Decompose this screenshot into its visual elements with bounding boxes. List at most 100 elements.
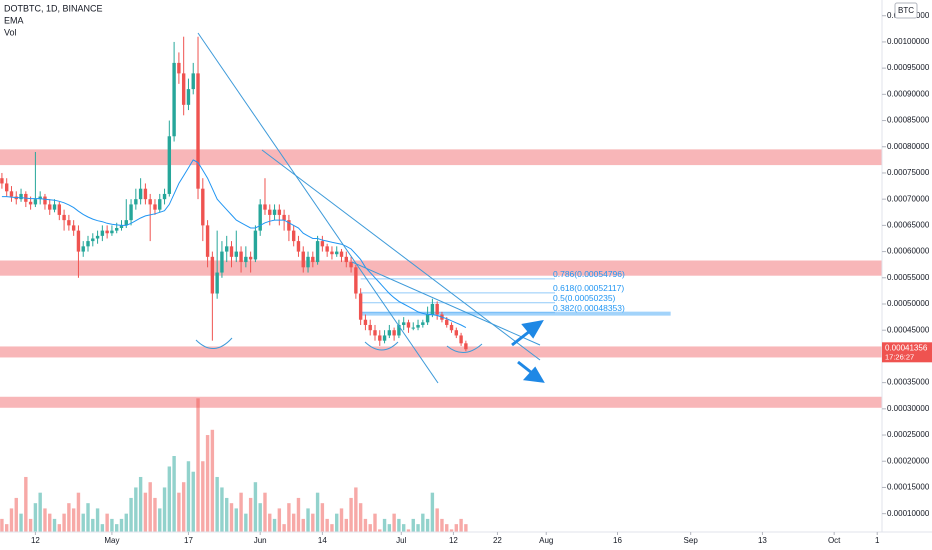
volume-bar: [14, 497, 18, 532]
x-tick-label: 12: [449, 536, 458, 545]
candle-body: [196, 73, 200, 189]
candle-body: [201, 188, 205, 226]
arc: [195, 337, 233, 349]
volume-bar: [205, 435, 210, 532]
candle-body: [91, 238, 95, 242]
arrow-down: [517, 360, 533, 375]
candle-body: [172, 62, 176, 137]
last-price-box: [882, 342, 932, 363]
volume-bar: [110, 518, 114, 532]
volume-bar: [105, 513, 109, 532]
volume-bar: [62, 513, 66, 532]
candle-body: [95, 235, 100, 239]
candle-body: [421, 322, 425, 325]
candle-body: [425, 314, 430, 323]
x-tick-label: 13: [758, 536, 767, 545]
trend-line: [351, 261, 541, 346]
candle-body: [134, 199, 138, 205]
trend-line: [197, 32, 439, 384]
volume-bar: [320, 503, 325, 532]
y-tick-label: 0.00055000: [887, 273, 930, 282]
volume-bar: [244, 513, 248, 532]
volume-bar: [368, 524, 372, 532]
currency-label[interactable]: BTC: [898, 6, 914, 15]
candle-body: [277, 209, 282, 215]
volume-bar: [181, 482, 186, 532]
currency-box[interactable]: [894, 2, 918, 19]
volume-bar: [0, 518, 4, 532]
x-tick-label: 16: [613, 536, 622, 545]
candle-body: [177, 62, 181, 74]
candle-body: [445, 319, 449, 325]
candle-body: [416, 324, 420, 328]
candle-body: [100, 230, 105, 236]
chart-title: DOTBTC, 1D, BINANCE: [4, 3, 103, 13]
y-tick-label: 0.00080000: [887, 142, 930, 151]
volume-bar: [239, 492, 243, 532]
volume-bar: [445, 524, 449, 532]
volume-bar: [263, 492, 267, 532]
volume-bar: [387, 524, 392, 532]
candle-body: [335, 251, 339, 255]
volume-bar: [196, 398, 200, 532]
arc: [446, 343, 483, 353]
volume-bar: [191, 471, 195, 532]
candle-body: [244, 256, 248, 263]
candle-body: [320, 241, 325, 247]
y-tick-label: 0.00045000: [887, 325, 930, 334]
candle-body: [71, 225, 76, 231]
candle-body: [287, 220, 291, 231]
volume-bar: [28, 518, 33, 532]
candle-body: [220, 251, 224, 273]
volume-bar: [71, 508, 76, 532]
volume-bar: [287, 503, 291, 532]
candle-body: [52, 204, 57, 210]
volume-bar: [464, 524, 468, 532]
volume-bar: [119, 518, 124, 532]
volume-bar: [325, 518, 329, 532]
candle-body: [464, 343, 468, 350]
candle-body: [306, 256, 310, 268]
candle-body: [459, 335, 463, 344]
candle-body: [86, 241, 90, 247]
x-tick-label: Oct: [828, 536, 841, 545]
candle-body: [339, 251, 344, 257]
candle-body: [435, 304, 439, 315]
candle-body: [272, 209, 277, 215]
candle-body: [406, 322, 411, 328]
volume-bar: [67, 503, 71, 532]
volume-bar: [19, 513, 23, 532]
volume-bar: [449, 529, 454, 532]
candle-body: [4, 183, 9, 192]
volume-bar: [100, 524, 105, 532]
candle-body: [330, 251, 334, 255]
x-tick-label: Sep: [684, 536, 699, 545]
candle-body: [57, 204, 62, 215]
price-axis: [882, 0, 932, 550]
volume-bar: [153, 497, 157, 532]
volume-bar: [258, 503, 262, 532]
drawings: [195, 32, 541, 384]
volume-bar: [435, 508, 439, 532]
volume-bar: [234, 508, 238, 532]
volume-bar: [225, 497, 229, 532]
volume-bar: [330, 524, 334, 532]
volume-bar: [349, 497, 353, 532]
candle-body: [234, 251, 238, 257]
y-tick-label: 0.00050000: [887, 299, 930, 308]
volume-bar: [24, 476, 28, 532]
x-tick-label: 22: [493, 536, 502, 545]
fib-label: 0.786(0.00054796): [553, 269, 625, 279]
zone: [0, 260, 882, 276]
candle-body: [358, 293, 363, 320]
candle-body: [191, 73, 195, 90]
volume-bar: [210, 429, 215, 532]
candle-body: [186, 89, 191, 105]
volume-bar: [454, 524, 459, 532]
volume-bar: [162, 487, 167, 532]
candle-body: [119, 225, 124, 228]
volume-bar: [115, 524, 119, 532]
candle-body: [291, 230, 296, 242]
candle-body: [158, 199, 162, 210]
